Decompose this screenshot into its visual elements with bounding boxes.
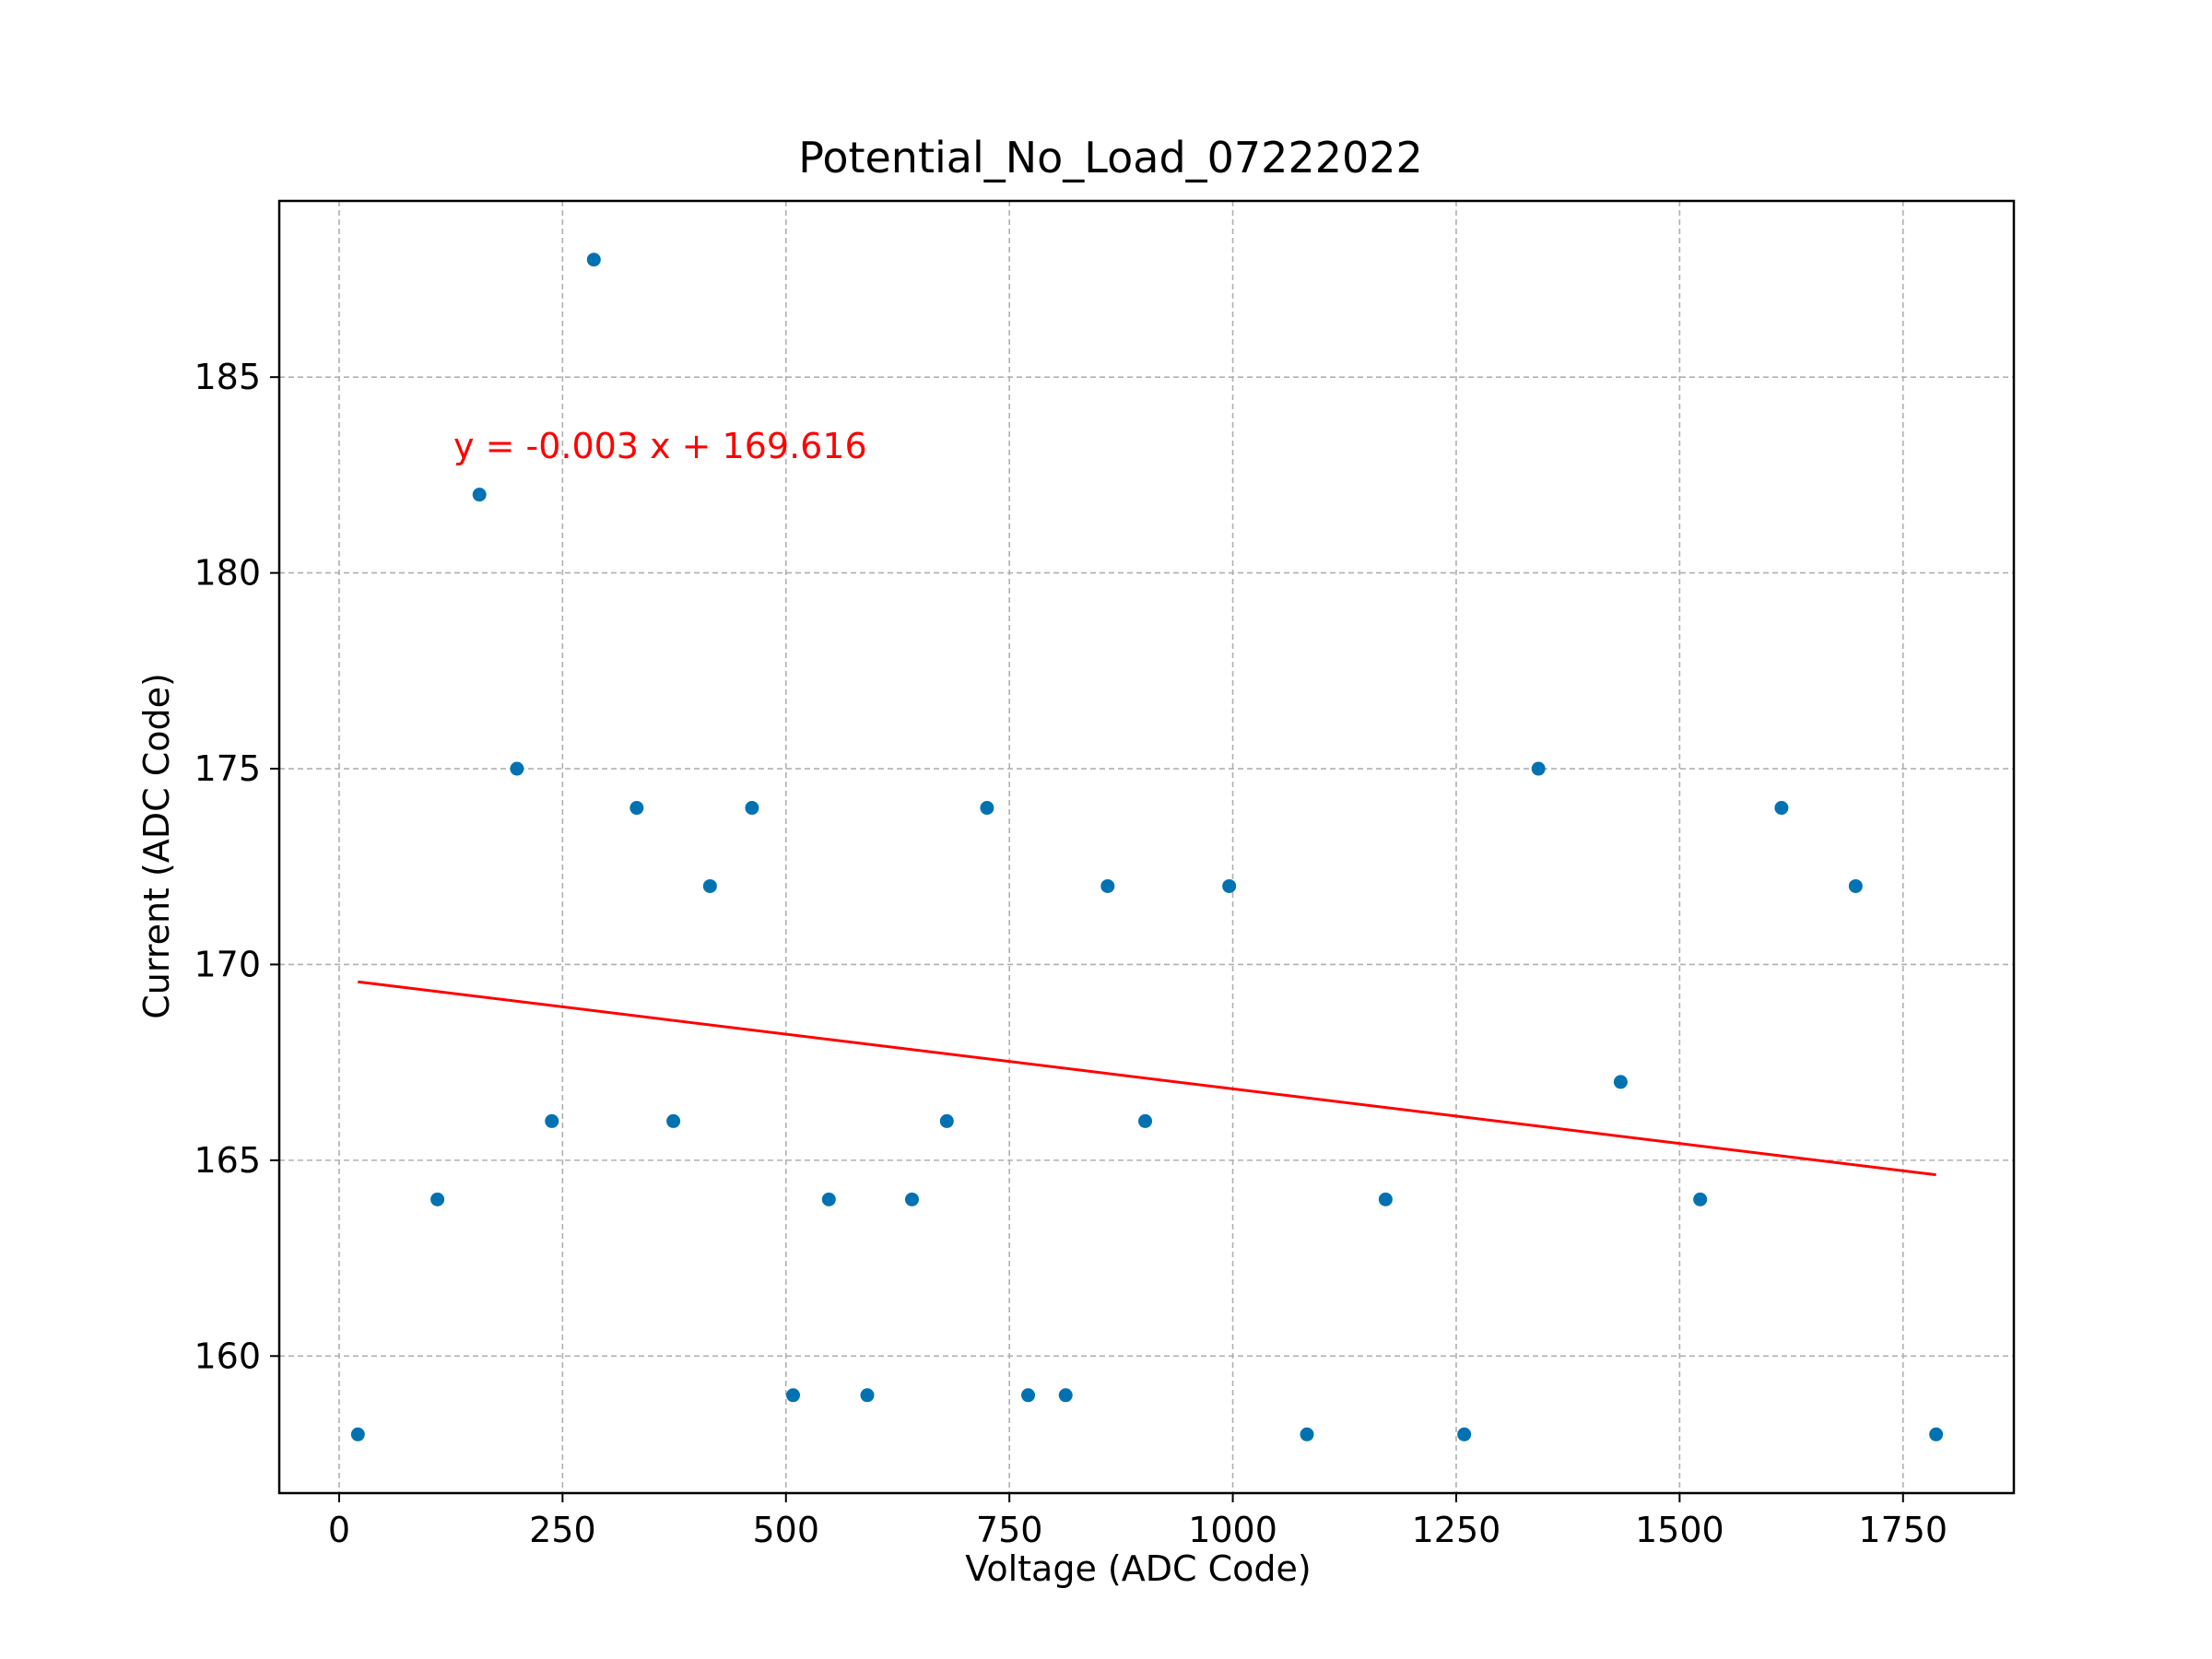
data-point xyxy=(1021,1388,1036,1403)
data-point xyxy=(545,1113,559,1128)
x-tick-label: 250 xyxy=(529,1510,596,1550)
data-point xyxy=(1058,1388,1073,1403)
fit-line-group xyxy=(358,980,1936,1177)
data-point xyxy=(860,1388,875,1403)
data-point xyxy=(430,1192,445,1206)
data-point xyxy=(510,761,524,776)
y-tick-label: 170 xyxy=(194,944,261,984)
x-tick-label: 1750 xyxy=(1858,1510,1947,1550)
data-point xyxy=(702,878,717,893)
x-tick-label: 500 xyxy=(752,1510,819,1550)
y-axis-label: Current (ADC Code) xyxy=(136,673,177,1019)
data-point xyxy=(472,488,487,502)
y-tick-label: 180 xyxy=(194,553,261,594)
data-point xyxy=(1774,801,1789,816)
x-axis-label: Voltage (ADC Code) xyxy=(965,1548,1311,1589)
data-point xyxy=(586,253,601,267)
data-point xyxy=(629,801,644,816)
data-point xyxy=(1100,878,1115,893)
fit-line xyxy=(358,980,1936,1177)
x-tick-label: 1250 xyxy=(1412,1510,1501,1550)
plot-frame xyxy=(277,199,2016,1495)
data-point xyxy=(1848,878,1863,893)
data-point xyxy=(786,1388,801,1403)
y-tick-label: 165 xyxy=(194,1140,261,1181)
data-point xyxy=(1693,1192,1708,1206)
x-tick-label: 0 xyxy=(328,1510,350,1550)
data-point xyxy=(1378,1192,1393,1206)
data-point xyxy=(350,1427,365,1441)
data-point xyxy=(1457,1427,1472,1441)
data-point xyxy=(1222,878,1237,893)
y-tick-label: 160 xyxy=(194,1335,261,1376)
data-point xyxy=(1138,1113,1153,1128)
x-axis-ticks: 0 250 500 750 1000 1250 1500 1750 xyxy=(328,1493,1947,1550)
y-axis-ticks: 160 165 170 175 180 185 xyxy=(194,357,279,1376)
data-point xyxy=(745,801,759,816)
x-tick-label: 750 xyxy=(976,1510,1043,1550)
data-point xyxy=(1613,1075,1628,1089)
chart-title: Potential_No_Load_07222022 xyxy=(798,133,1423,182)
data-point xyxy=(904,1192,919,1206)
fit-equation-annotation: y = -0.003 x + 169.616 xyxy=(453,426,867,466)
data-point xyxy=(1929,1427,1944,1441)
data-point xyxy=(939,1113,954,1128)
data-point xyxy=(1531,761,1546,776)
data-point xyxy=(666,1113,681,1128)
x-tick-label: 1000 xyxy=(1188,1510,1277,1550)
data-point xyxy=(821,1192,836,1206)
data-point xyxy=(1300,1427,1314,1441)
grid xyxy=(279,201,2014,1493)
data-point xyxy=(980,801,994,816)
x-tick-label: 1500 xyxy=(1635,1510,1724,1550)
data-points xyxy=(350,253,1944,1441)
y-tick-label: 185 xyxy=(194,357,261,397)
y-tick-label: 175 xyxy=(194,748,261,789)
